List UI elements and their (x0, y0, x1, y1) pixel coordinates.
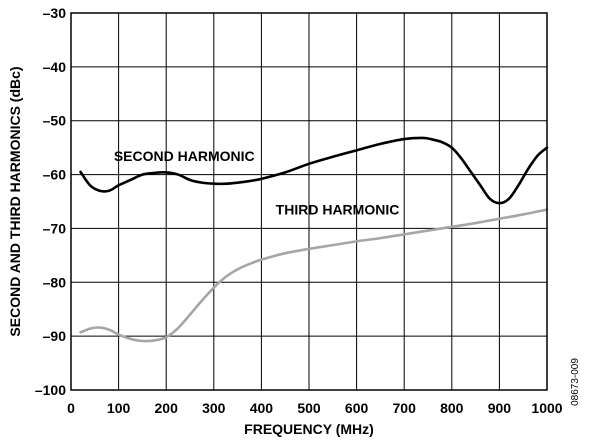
x-tick-label: 1000 (531, 400, 562, 416)
x-tick-labels: 0 100 200 300 400 500 600 700 800 900 1000 (67, 400, 563, 416)
y-tick-label: –60 (43, 167, 67, 183)
y-tick-label: –50 (43, 113, 67, 129)
plot-frame (70, 12, 548, 391)
y-tick-label: –80 (43, 274, 67, 290)
y-tick-label: –100 (35, 382, 66, 398)
x-tick-label: 900 (488, 400, 512, 416)
y-tick-labels: –100 –90 –80 –70 –60 –50 –40 –30 (35, 5, 66, 398)
x-tick-label: 400 (250, 400, 274, 416)
second-harmonic-line (79, 136, 549, 205)
y-tick-label: –70 (43, 220, 67, 236)
x-tick-label: 300 (202, 400, 226, 416)
y-tick-label: –40 (43, 59, 67, 75)
y-tick-label: –30 (43, 5, 67, 21)
x-tick-label: 600 (345, 400, 369, 416)
series-annotation: SECOND HARMONIC (114, 148, 255, 164)
series-annotation: THIRD HARMONIC (276, 201, 400, 217)
y-tick-label: –90 (43, 328, 67, 344)
grid (71, 13, 547, 390)
y-axis-title: SECOND AND THIRD HARMONICS (dBc) (7, 66, 23, 336)
x-tick-label: 200 (155, 400, 179, 416)
annotations: SECOND HARMONIC THIRD HARMONIC (114, 148, 399, 217)
x-tick-label: 500 (297, 400, 321, 416)
third-harmonic-line (79, 208, 549, 343)
figure-code: 08673-009 (570, 358, 581, 406)
series-layer (79, 136, 549, 343)
x-tick-label: 0 (67, 400, 75, 416)
x-tick-label: 100 (107, 400, 131, 416)
x-tick-label: 700 (393, 400, 417, 416)
x-axis-title: FREQUENCY (MHz) (244, 421, 374, 437)
x-tick-label: 800 (440, 400, 464, 416)
